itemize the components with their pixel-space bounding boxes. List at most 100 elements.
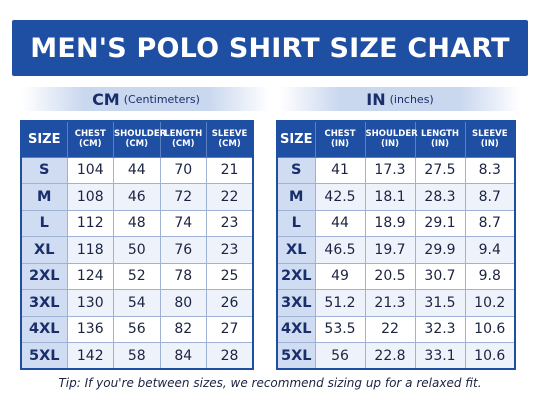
measurement-cell: 29.9	[414, 236, 466, 264]
page-title: MEN'S POLO SHIRT SIZE CHART	[30, 32, 510, 64]
measurement-cell: 29.1	[414, 209, 466, 237]
size-label-cell: 5XL	[20, 342, 68, 370]
table-row: 4XL 53.5 22 32.3 10.6	[276, 315, 516, 343]
measurement-cell: 30.7	[414, 262, 466, 290]
column-header: LENGTH (CM)	[159, 120, 207, 158]
column-header-label: CHEST	[324, 129, 356, 140]
table-row: M 42.5 18.1 28.3 8.7	[276, 183, 516, 211]
table-header-row: SIZE CHEST (CM) SHOULDER (CM) LENGTH (CM) SLEEV…	[20, 120, 254, 158]
measurement-cell: 25	[206, 262, 254, 290]
size-label-cell: 5XL	[276, 342, 316, 370]
column-header: LENGTH (IN)	[414, 120, 466, 158]
table-row: 4XL 136 56 82 27	[20, 315, 254, 343]
measurement-cell: 41	[314, 156, 366, 184]
table-row: M 108 46 72 22	[20, 183, 254, 211]
measurement-cell: 84	[159, 342, 207, 370]
measurement-cell: 56	[113, 315, 161, 343]
column-header-label: CHEST	[74, 129, 106, 140]
in-size-table: SIZE CHEST (IN) SHOULDER (IN) LENGTH (IN) SLEEV…	[276, 120, 516, 370]
table-header-row: SIZE CHEST (IN) SHOULDER (IN) LENGTH (IN) SLEEV…	[276, 120, 516, 158]
column-header: SLEEVE (IN)	[464, 120, 516, 158]
measurement-cell: 19.7	[364, 236, 416, 264]
measurement-cell: 72	[159, 183, 207, 211]
table-row: 5XL 56 22.8 33.1 10.6	[276, 342, 516, 370]
size-label-cell: 4XL	[276, 315, 316, 343]
measurement-cell: 44	[113, 156, 161, 184]
column-header-label: SLEEVE	[471, 129, 508, 140]
measurement-cell: 20.5	[364, 262, 416, 290]
table-row: 5XL 142 58 84 28	[20, 342, 254, 370]
measurement-cell: 22	[364, 315, 416, 343]
measurement-cell: 124	[66, 262, 114, 290]
measurement-cell: 18.9	[364, 209, 416, 237]
in-section-heading: IN (inches)	[280, 87, 520, 111]
column-header-label: SHOULDER	[365, 129, 418, 140]
measurement-cell: 17.3	[364, 156, 416, 184]
measurement-cell: 28	[206, 342, 254, 370]
cm-size-table: SIZE CHEST (CM) SHOULDER (CM) LENGTH (CM) SLEEV…	[20, 120, 254, 370]
column-header: CHEST (IN)	[314, 120, 366, 158]
size-label-cell: 4XL	[20, 315, 68, 343]
column-header: SHOULDER (CM)	[113, 120, 167, 158]
measurement-cell: 58	[113, 342, 161, 370]
column-header-label: SHOULDER	[114, 129, 167, 140]
measurement-cell: 80	[159, 289, 207, 317]
table-row: L 112 48 74 23	[20, 209, 254, 237]
measurement-cell: 53.5	[314, 315, 366, 343]
measurement-cell: 44	[314, 209, 366, 237]
table-row: 3XL 130 54 80 26	[20, 289, 254, 317]
column-header-unit: (IN)	[330, 139, 350, 150]
measurement-cell: 10.6	[464, 342, 516, 370]
table-row: XL 46.5 19.7 29.9 9.4	[276, 236, 516, 264]
measurement-cell: 108	[66, 183, 114, 211]
measurement-cell: 23	[206, 209, 254, 237]
measurement-cell: 142	[66, 342, 114, 370]
column-header: SLEEVE (CM)	[206, 120, 254, 158]
measurement-cell: 50	[113, 236, 161, 264]
in-unit-label: IN	[366, 89, 386, 109]
measurement-cell: 23	[206, 236, 254, 264]
measurement-cell: 136	[66, 315, 114, 343]
size-label-cell: S	[276, 156, 316, 184]
measurement-cell: 112	[66, 209, 114, 237]
column-header-unit: (IN)	[380, 139, 400, 150]
column-header-unit: (IN)	[430, 139, 450, 150]
table-row: S 41 17.3 27.5 8.3	[276, 156, 516, 184]
measurement-cell: 54	[113, 289, 161, 317]
size-label-cell: XL	[276, 236, 316, 264]
measurement-cell: 27	[206, 315, 254, 343]
size-label-cell: XL	[20, 236, 68, 264]
cm-unit-label: CM	[92, 89, 120, 109]
measurement-cell: 8.7	[464, 183, 516, 211]
size-column-header: SIZE	[20, 120, 68, 158]
measurement-cell: 22.8	[364, 342, 416, 370]
measurement-cell: 82	[159, 315, 207, 343]
column-header-unit: (CM)	[79, 139, 102, 150]
measurement-cell: 21.3	[364, 289, 416, 317]
title-banner: MEN'S POLO SHIRT SIZE CHART	[12, 20, 528, 76]
column-header-unit: (CM)	[218, 139, 241, 150]
table-row: 3XL 51.2 21.3 31.5 10.2	[276, 289, 516, 317]
measurement-cell: 56	[314, 342, 366, 370]
measurement-cell: 104	[66, 156, 114, 184]
measurement-cell: 9.4	[464, 236, 516, 264]
measurement-cell: 21	[206, 156, 254, 184]
measurement-cell: 46.5	[314, 236, 366, 264]
measurement-cell: 78	[159, 262, 207, 290]
column-header: CHEST (CM)	[66, 120, 114, 158]
column-header: SHOULDER (IN)	[364, 120, 418, 158]
measurement-cell: 51.2	[314, 289, 366, 317]
table-row: S 104 44 70 21	[20, 156, 254, 184]
size-label-cell: 2XL	[276, 262, 316, 290]
column-header-unit: (CM)	[172, 139, 195, 150]
measurement-cell: 8.3	[464, 156, 516, 184]
column-header-label: SLEEVE	[211, 129, 248, 140]
measurement-cell: 27.5	[414, 156, 466, 184]
size-label-cell: L	[20, 209, 68, 237]
measurement-cell: 130	[66, 289, 114, 317]
table-row: 2XL 49 20.5 30.7 9.8	[276, 262, 516, 290]
fit-tip: Tip: If you're between sizes, we recomme…	[58, 376, 482, 390]
measurement-cell: 52	[113, 262, 161, 290]
measurement-cell: 42.5	[314, 183, 366, 211]
cm-unit-note: (Centimeters)	[123, 92, 200, 106]
